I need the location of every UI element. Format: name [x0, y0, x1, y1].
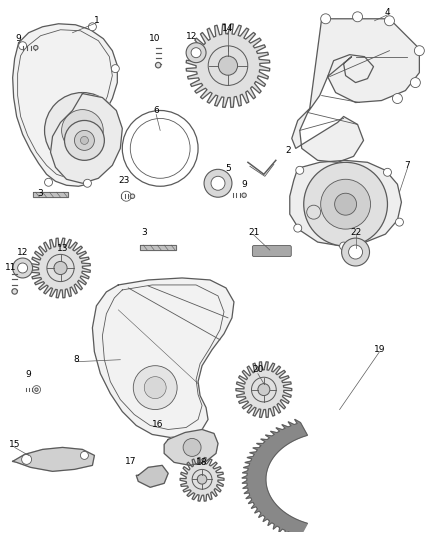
Circle shape — [219, 56, 237, 75]
Polygon shape — [140, 245, 176, 250]
Text: 6: 6 — [153, 106, 159, 115]
Circle shape — [12, 289, 18, 294]
Text: 7: 7 — [405, 161, 410, 170]
Circle shape — [62, 110, 103, 151]
Polygon shape — [236, 362, 292, 417]
Polygon shape — [186, 24, 270, 108]
Text: 9: 9 — [16, 34, 21, 43]
Text: 22: 22 — [350, 228, 361, 237]
Circle shape — [144, 377, 166, 399]
Circle shape — [396, 218, 403, 226]
FancyBboxPatch shape — [252, 246, 291, 256]
Circle shape — [130, 194, 134, 198]
Circle shape — [133, 366, 177, 409]
Text: 19: 19 — [374, 345, 385, 354]
Circle shape — [81, 136, 88, 144]
Text: 2: 2 — [285, 146, 290, 155]
Text: 3: 3 — [141, 228, 147, 237]
Circle shape — [385, 16, 395, 26]
Polygon shape — [292, 19, 419, 163]
Circle shape — [45, 93, 120, 168]
Circle shape — [13, 258, 32, 278]
Circle shape — [294, 224, 302, 232]
Text: 23: 23 — [119, 176, 130, 185]
Circle shape — [321, 14, 331, 24]
Polygon shape — [50, 94, 122, 183]
Circle shape — [45, 178, 53, 186]
Circle shape — [19, 42, 27, 50]
Circle shape — [73, 121, 92, 140]
Circle shape — [307, 205, 321, 219]
Polygon shape — [32, 192, 68, 197]
Polygon shape — [13, 24, 117, 186]
Text: 11: 11 — [5, 263, 16, 272]
Polygon shape — [164, 430, 218, 465]
Circle shape — [186, 43, 206, 63]
Circle shape — [349, 245, 363, 259]
Circle shape — [83, 179, 92, 187]
Text: 9: 9 — [241, 180, 247, 189]
Circle shape — [35, 388, 38, 391]
Circle shape — [211, 176, 225, 190]
Text: 16: 16 — [152, 420, 164, 429]
Circle shape — [414, 46, 424, 55]
Circle shape — [64, 120, 104, 160]
Circle shape — [34, 45, 38, 50]
Text: 10: 10 — [148, 34, 160, 43]
Circle shape — [74, 131, 95, 150]
Text: 13: 13 — [57, 244, 68, 253]
Circle shape — [321, 179, 371, 229]
Polygon shape — [180, 457, 224, 501]
Text: 15: 15 — [9, 440, 21, 449]
Text: 12: 12 — [17, 247, 28, 256]
Circle shape — [21, 455, 32, 464]
Polygon shape — [290, 160, 401, 246]
Text: 9: 9 — [26, 370, 32, 379]
Polygon shape — [92, 278, 234, 438]
Circle shape — [342, 238, 370, 266]
Circle shape — [183, 439, 201, 456]
Circle shape — [18, 263, 28, 273]
Circle shape — [392, 94, 403, 103]
Circle shape — [81, 451, 88, 459]
Text: 14: 14 — [222, 25, 233, 33]
Circle shape — [242, 193, 246, 197]
Circle shape — [54, 261, 67, 274]
Text: 12: 12 — [187, 32, 198, 41]
Text: 1: 1 — [94, 17, 99, 25]
Circle shape — [410, 78, 420, 87]
Text: 21: 21 — [248, 228, 260, 237]
Text: 4: 4 — [385, 9, 390, 17]
Polygon shape — [136, 465, 168, 487]
Circle shape — [111, 64, 119, 72]
Polygon shape — [242, 419, 307, 533]
Circle shape — [335, 193, 357, 215]
Text: 3: 3 — [38, 189, 43, 198]
Circle shape — [197, 474, 207, 484]
Circle shape — [155, 62, 161, 68]
Polygon shape — [31, 238, 90, 298]
Circle shape — [204, 169, 232, 197]
Circle shape — [191, 47, 201, 58]
Text: 5: 5 — [225, 164, 231, 173]
Circle shape — [384, 168, 392, 176]
Circle shape — [88, 23, 96, 31]
Polygon shape — [13, 447, 95, 471]
Circle shape — [353, 12, 363, 22]
Text: 18: 18 — [196, 458, 208, 467]
Text: 20: 20 — [252, 365, 264, 374]
Text: 8: 8 — [74, 355, 79, 364]
Circle shape — [296, 166, 304, 174]
Circle shape — [339, 242, 348, 250]
Text: 17: 17 — [124, 457, 136, 466]
Circle shape — [258, 384, 270, 395]
Circle shape — [304, 163, 388, 246]
